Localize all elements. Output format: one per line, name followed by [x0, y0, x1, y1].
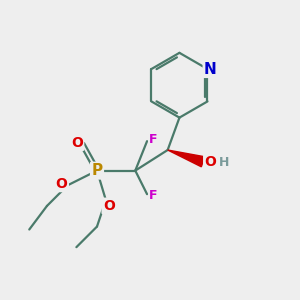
Text: F: F	[149, 133, 158, 146]
Text: O: O	[56, 177, 68, 191]
Text: H: H	[219, 156, 230, 169]
Text: F: F	[149, 189, 158, 202]
Polygon shape	[168, 150, 205, 167]
Text: N: N	[204, 61, 217, 76]
Text: O: O	[71, 136, 83, 150]
Text: P: P	[92, 163, 103, 178]
Text: O: O	[204, 155, 216, 169]
Text: O: O	[103, 199, 115, 213]
